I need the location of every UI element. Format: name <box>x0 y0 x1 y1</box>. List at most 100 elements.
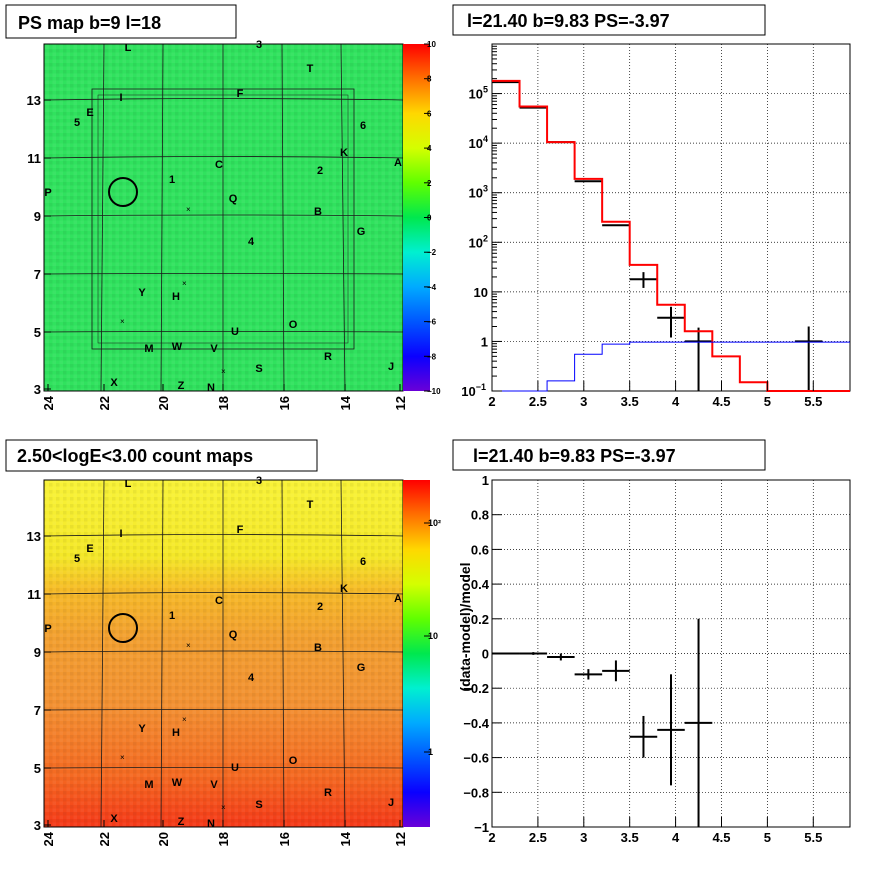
svg-text:×: × <box>221 367 226 376</box>
map-y-tick-label: 11 <box>27 151 41 166</box>
ps-map-cross-markers: × × × × <box>120 205 226 376</box>
map-label-M: M <box>144 779 153 791</box>
colorbar-tick-label: 8 <box>427 75 432 84</box>
map-label-E: E <box>86 107 93 119</box>
map-y-tick-label: 13 <box>27 529 41 544</box>
map-x-tick-label: 14 <box>338 831 353 846</box>
map-label-Q: Q <box>229 193 238 205</box>
map-label-C: C <box>215 595 223 607</box>
map-x-tick-label: 18 <box>216 396 231 410</box>
x-tick-label: 4.5 <box>712 830 730 845</box>
map-x-tick-label: 22 <box>97 396 112 410</box>
svg-text:×: × <box>120 317 125 326</box>
map-x-tick-label: 20 <box>156 396 171 410</box>
map-label-P: P <box>44 187 51 199</box>
map-y-tick-label: 9 <box>34 209 41 224</box>
map-label-B: B <box>314 642 322 654</box>
y-tick-label: 103 <box>469 184 488 201</box>
map-y-tick-label: 11 <box>27 587 41 602</box>
map-y-tick-label: 5 <box>34 325 41 340</box>
svg-text:×: × <box>120 753 125 762</box>
map-label-K: K <box>340 583 348 595</box>
map-y-tick-label: 3 <box>34 382 41 397</box>
colorbar-tick-label: −2 <box>427 248 437 257</box>
x-tick-label: 5 <box>764 830 771 845</box>
colorbar-tick-label: 4 <box>427 144 432 153</box>
residual-title-box <box>452 439 766 471</box>
colorbar-tick-label: 6 <box>427 109 432 118</box>
map-label-U: U <box>231 326 239 338</box>
spectrum-panel: 2 2.5 3 3.5 4 4.5 5 5.5 10−1 1 10 102 103 104 105 l=21… <box>452 4 851 409</box>
colorbar-tick-label: −8 <box>427 352 437 361</box>
x-tick-label: 4 <box>672 830 680 845</box>
map-x-tick-label: 22 <box>97 832 112 846</box>
ps-map-grid <box>44 44 403 391</box>
residual-y-axis-label: (data-model)/model <box>457 562 473 691</box>
map-label-A: A <box>394 593 402 605</box>
map-label-J: J <box>388 797 394 809</box>
x-tick-label: 2 <box>488 830 495 845</box>
map-label-T: T <box>307 63 314 75</box>
count-map-texture <box>44 480 403 827</box>
map-x-tick-label: 16 <box>277 396 292 410</box>
y-tick-label: 0.2 <box>471 612 489 627</box>
map-label-C: C <box>215 159 223 171</box>
map-label-H: H <box>172 727 180 739</box>
svg-text:×: × <box>182 279 187 288</box>
map-label-G: G <box>357 662 366 674</box>
colorbar-tick-label: −10 <box>427 387 441 396</box>
map-label-W: W <box>172 777 183 789</box>
map-label-U: U <box>231 762 239 774</box>
model-step-line <box>492 79 850 392</box>
map-label-6: 6 <box>360 120 366 132</box>
y-tick-label: −0.4 <box>463 716 489 731</box>
map-label-J: J <box>388 361 394 373</box>
count-map-title: 2.50<logE<3.00 count maps <box>17 446 253 466</box>
map-label-Y: Y <box>138 287 146 299</box>
map-x-tick-label: 24 <box>41 395 56 410</box>
map-label-Q: Q <box>229 629 238 641</box>
y-tick-label: 102 <box>469 233 488 250</box>
map-label-N: N <box>207 818 215 830</box>
map-label-T: T <box>307 499 314 511</box>
map-label-1: 1 <box>169 174 175 186</box>
map-label-M: M <box>144 343 153 355</box>
map-label-B: B <box>314 206 322 218</box>
y-tick-label: −0.8 <box>463 785 489 800</box>
map-label-R: R <box>324 351 332 363</box>
colorbar-tick-label: 0 <box>427 214 432 223</box>
spectrum-series <box>492 79 850 392</box>
count-map-grid <box>44 480 403 827</box>
map-label-X: X <box>110 377 118 389</box>
ps-map-colorbar-ticks: 10 8 6 4 2 0 −2 −4 −6 −8 −10 <box>424 40 441 396</box>
count-map-cross-markers: × × × × <box>120 641 226 812</box>
map-x-tick-label: 18 <box>216 832 231 846</box>
map-label-H: H <box>172 291 180 303</box>
colorbar-tick-label: 10 <box>427 40 436 49</box>
y-tick-label: 0.4 <box>471 577 490 592</box>
map-x-tick-label: 20 <box>156 832 171 846</box>
map-label-L: L <box>125 478 132 490</box>
colorbar-tick-label: −6 <box>427 318 437 327</box>
map-label-3: 3 <box>256 475 262 487</box>
y-tick-label: 10 <box>474 285 488 300</box>
x-tick-label: 5.5 <box>804 394 822 409</box>
map-label-X: X <box>110 813 118 825</box>
model-step-line <box>492 341 850 392</box>
map-label-6: 6 <box>360 556 366 568</box>
map-label-S: S <box>255 799 262 811</box>
map-y-tick-label: 7 <box>34 703 41 718</box>
map-label-G: G <box>357 226 366 238</box>
colorbar-tick-label: 2 <box>427 179 432 188</box>
map-label-O: O <box>289 319 298 331</box>
x-tick-label: 3.5 <box>621 394 639 409</box>
spectrum-title-box <box>452 4 766 36</box>
y-tick-label: 0.6 <box>471 542 489 557</box>
y-tick-label: −0.6 <box>463 751 489 766</box>
svg-text:×: × <box>221 803 226 812</box>
source-marker-circle <box>108 177 138 207</box>
y-tick-label: 105 <box>469 85 488 102</box>
map-label-V: V <box>210 779 218 791</box>
